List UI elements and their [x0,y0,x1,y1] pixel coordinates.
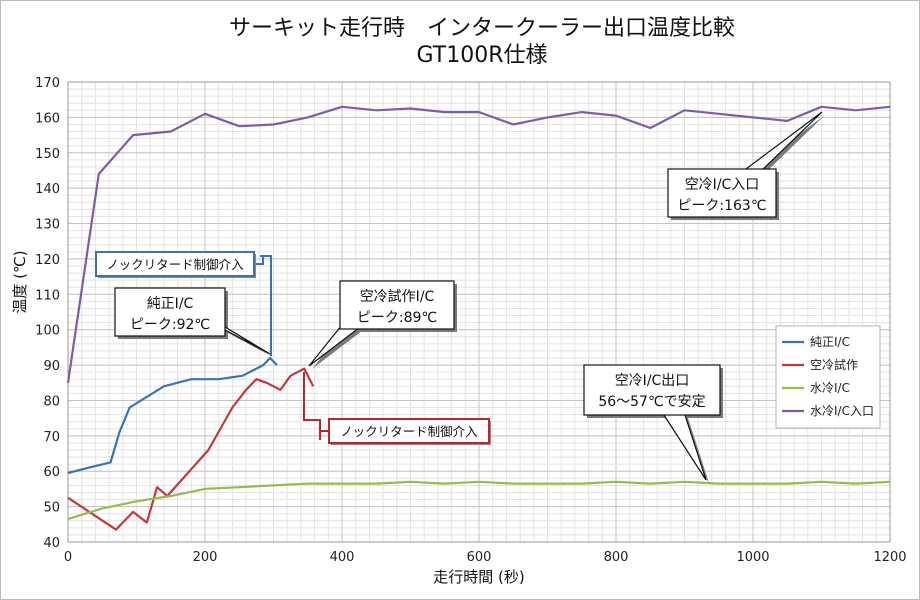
y-tick-label: 150 [35,147,60,162]
callout-text: 空冷試作I/C [360,289,435,305]
callout-text: 56〜57℃で安定 [598,394,705,410]
x-tick-label: 1000 [736,550,769,565]
knock-text: ノックリタード制御介入 [340,424,478,439]
y-tick-label: 50 [43,501,60,516]
y-tick-label: 140 [35,182,60,197]
knock-label-knock-red: ノックリタード制御介入 [303,372,491,445]
axes: 0 200 400 600 800 1000 1200 40 50 60 70 80 90 100 110 1… [35,76,906,565]
knock-box [95,251,255,277]
y-tick-label: 120 [35,253,60,268]
series-line-1 [67,367,315,531]
y-tick-label: 130 [35,218,60,233]
series-line-2 [67,480,891,521]
x-axis-title: 走行時間 (秒) [433,568,524,586]
y-tick-label: 170 [35,76,60,91]
legend-label-3: 水冷I/C入口 [810,404,874,418]
callout-text: 空冷I/C出口 [615,373,690,389]
y-tick-label: 60 [43,465,60,480]
y-tick-label: 80 [43,394,60,409]
y-tick-label: 70 [43,430,60,445]
y-tick-label: 40 [43,536,60,551]
knock-label-knock-blue: ノックリタード制御介入 [95,251,272,356]
knock-box [328,418,490,444]
callout-seam [200,312,214,324]
y-axis-title: 温度 (℃) [11,250,29,313]
callout-box [339,280,455,330]
chart-title: サーキット走行時 インタークーラー出口温度比較 [229,16,735,41]
callout-text: 空冷I/C入口 [685,177,760,193]
legend-label-0: 純正I/C [810,335,850,349]
callout-junsei: 純正I/C ピーク:92℃ [114,287,273,357]
knock-text: ノックリタード制御介入 [106,257,244,272]
x-tick-label: 1200 [873,550,906,565]
legend-label-2: 水冷I/C [810,381,850,395]
knock-leader [256,255,272,356]
callout-text: ピーク:89℃ [357,310,437,326]
callout-kurei-outlet: 空冷I/C出口 56〜57℃で安定 [583,364,723,483]
callout-box [583,364,721,416]
y-tick-label: 100 [35,324,60,339]
callout-text: ピーク:92℃ [130,317,210,333]
x-tick-label: 600 [467,550,492,565]
knock-leader [303,372,329,440]
callout-box [114,287,226,337]
series-line-3 [66,105,891,383]
x-tick-label: 400 [330,550,355,565]
callout-box [667,168,777,218]
x-tick-label: 800 [604,550,629,565]
callout-seam [358,305,372,318]
y-tick-label: 110 [35,288,60,303]
x-tick-label: 200 [193,550,218,565]
chart-subtitle: GT100R仕様 [417,43,548,68]
series-line-0 [67,356,278,475]
x-tick-label: 0 [64,550,72,565]
callout-kurei-shisaku: 空冷試作I/C ピーク:89℃ [308,280,457,369]
annotations: 純正I/C ピーク:92℃ 空冷試作I/C ピーク:89℃ 空冷I/C出口 56〜57℃で… [95,111,825,483]
callout-text: ピーク:163℃ [677,198,766,214]
y-tick-label: 90 [43,359,60,374]
plot-frame [67,81,891,543]
y-tick-label: 160 [35,111,60,126]
series-layer [66,105,891,531]
legend-label-1: 空冷試作 [810,357,858,372]
callout-text: 純正I/C [147,296,194,312]
